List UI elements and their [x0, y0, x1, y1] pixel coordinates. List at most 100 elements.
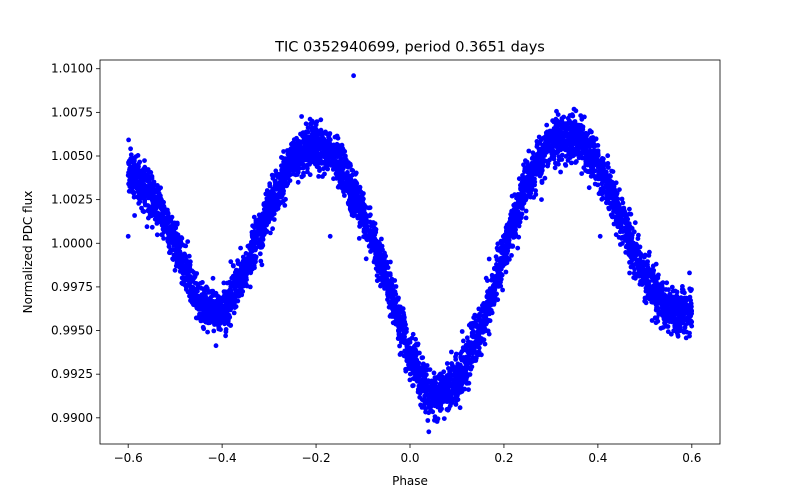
data-point — [689, 287, 694, 292]
data-point — [398, 350, 404, 356]
data-point — [504, 234, 510, 240]
data-point — [569, 124, 575, 130]
data-point — [392, 319, 398, 325]
data-point — [296, 144, 301, 150]
data-point — [194, 294, 199, 300]
data-point — [611, 198, 617, 204]
data-point — [674, 321, 680, 327]
data-point — [581, 165, 587, 171]
data-point — [316, 174, 321, 179]
data-point — [540, 159, 546, 165]
data-point — [464, 335, 470, 341]
data-point — [210, 275, 216, 281]
data-point — [676, 315, 682, 321]
data-point — [463, 342, 469, 348]
data-point — [368, 212, 373, 218]
data-point — [367, 205, 373, 211]
data-point — [305, 125, 311, 131]
data-point — [149, 224, 155, 230]
data-points — [125, 73, 695, 435]
data-point — [282, 203, 288, 208]
data-point — [457, 405, 463, 411]
data-point — [130, 189, 135, 195]
data-point — [552, 165, 558, 171]
data-point — [203, 292, 208, 297]
data-point — [643, 300, 649, 306]
data-point — [610, 193, 616, 199]
data-point — [128, 146, 134, 152]
data-point — [301, 173, 306, 178]
data-point — [545, 163, 550, 169]
data-point — [420, 355, 426, 360]
data-point — [347, 195, 353, 200]
data-point — [269, 204, 275, 210]
data-point — [466, 387, 471, 392]
data-point — [200, 324, 206, 330]
data-point — [633, 257, 639, 262]
data-point — [384, 263, 390, 268]
data-point — [141, 209, 147, 215]
data-point — [680, 284, 685, 289]
data-point — [423, 406, 428, 412]
data-point — [543, 130, 549, 136]
data-point — [459, 373, 465, 378]
data-point — [299, 114, 304, 119]
data-point — [665, 324, 671, 329]
data-point — [646, 253, 652, 258]
data-point — [251, 254, 257, 260]
data-point — [225, 280, 230, 286]
data-point — [171, 238, 177, 243]
data-point — [489, 272, 495, 278]
data-point — [476, 328, 482, 333]
data-point — [470, 334, 476, 340]
data-point — [379, 236, 384, 242]
data-point — [266, 219, 271, 224]
data-point — [248, 270, 254, 276]
data-point — [295, 148, 301, 154]
data-point — [410, 331, 416, 337]
data-point — [257, 251, 263, 257]
data-point — [631, 270, 637, 276]
data-point — [193, 315, 199, 321]
data-point — [409, 335, 415, 341]
data-point — [515, 245, 521, 251]
data-point — [335, 151, 340, 157]
data-point — [300, 149, 306, 155]
data-point — [142, 158, 147, 164]
data-point — [218, 327, 223, 332]
data-point — [322, 141, 328, 147]
data-point — [251, 237, 257, 243]
data-point — [508, 211, 514, 217]
data-point — [503, 238, 508, 244]
data-point — [689, 323, 695, 329]
data-point — [588, 173, 594, 179]
data-point — [536, 134, 542, 140]
data-point — [127, 178, 133, 184]
data-point — [270, 187, 276, 193]
data-point — [305, 166, 310, 171]
data-point — [386, 304, 392, 310]
data-point — [186, 271, 191, 276]
data-point — [309, 125, 315, 130]
data-point — [230, 263, 236, 268]
data-point — [650, 263, 656, 269]
data-point — [628, 211, 634, 217]
data-point — [627, 270, 632, 276]
data-point — [363, 204, 369, 210]
data-point — [268, 230, 273, 236]
data-point — [688, 301, 694, 306]
data-point — [340, 151, 346, 157]
data-point — [523, 208, 529, 214]
data-point — [154, 232, 160, 238]
data-point — [309, 118, 315, 124]
data-point — [291, 171, 296, 177]
data-point — [278, 200, 284, 205]
data-point — [447, 403, 453, 409]
data-point — [185, 239, 191, 245]
data-point — [620, 219, 626, 224]
data-point — [168, 232, 174, 238]
data-point — [326, 132, 332, 138]
data-point — [684, 302, 690, 308]
data-point — [559, 152, 565, 158]
